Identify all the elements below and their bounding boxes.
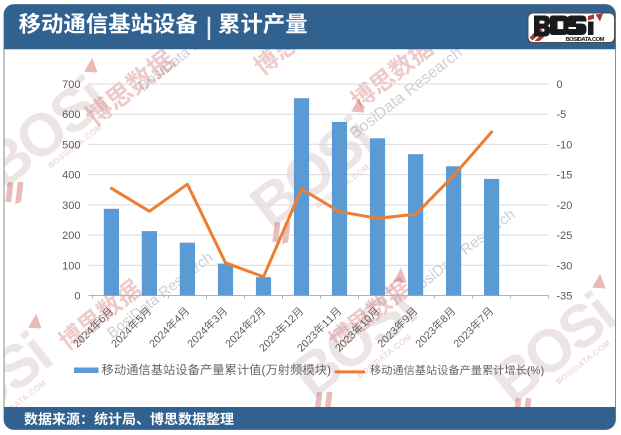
svg-text:500: 500 bbox=[62, 139, 80, 151]
svg-text:BOSIDATA.COM: BOSIDATA.COM bbox=[566, 37, 605, 43]
svg-text:-15: -15 bbox=[557, 170, 573, 182]
svg-text:200: 200 bbox=[62, 230, 80, 242]
svg-text:-10: -10 bbox=[557, 139, 573, 151]
svg-text:0: 0 bbox=[74, 291, 80, 303]
svg-text:-20: -20 bbox=[557, 200, 573, 212]
svg-text:600: 600 bbox=[62, 109, 80, 121]
svg-text:700: 700 bbox=[62, 79, 80, 91]
svg-text:300: 300 bbox=[62, 200, 80, 212]
svg-text:-5: -5 bbox=[557, 109, 567, 121]
svg-text:0: 0 bbox=[557, 79, 563, 91]
svg-text:-35: -35 bbox=[557, 291, 573, 303]
svg-text:100: 100 bbox=[62, 260, 80, 272]
svg-text:400: 400 bbox=[62, 170, 80, 182]
svg-text:-30: -30 bbox=[557, 260, 573, 272]
svg-text:-25: -25 bbox=[557, 230, 573, 242]
